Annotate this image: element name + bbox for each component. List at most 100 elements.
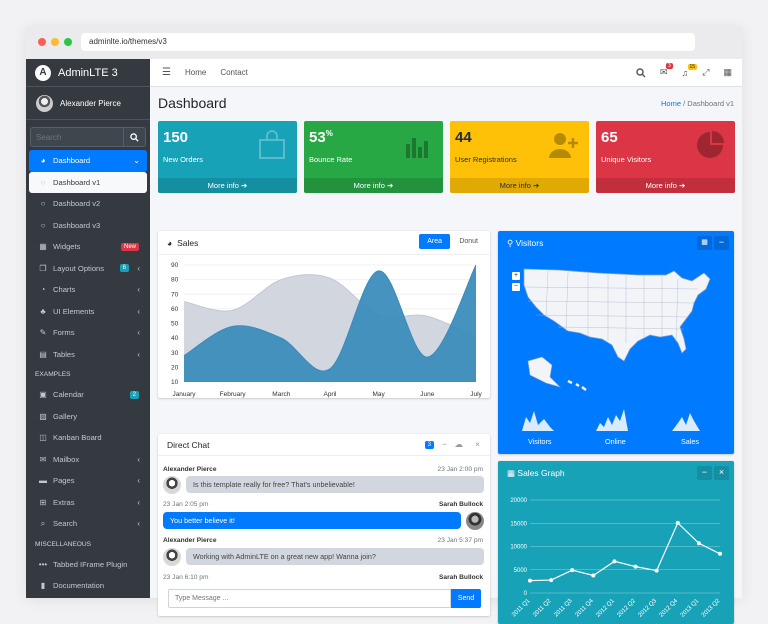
sidebar-item-gallery[interactable]: ▨ Gallery — [29, 406, 147, 428]
book-icon: ▬ — [39, 476, 47, 486]
hamburger-icon[interactable]: ☰ — [162, 67, 171, 78]
minus-icon[interactable]: − — [714, 236, 729, 250]
sidebar-item-dashboard[interactable]: ◕ Dashboard ⌄ — [29, 150, 147, 172]
sidebar-item-tables[interactable]: ▤ Tables ‹ — [29, 344, 147, 366]
new-badge: New — [120, 242, 139, 251]
address-bar[interactable]: adminlte.io/themes/v3 — [81, 33, 695, 51]
chat-avatar — [163, 548, 181, 566]
data-point — [696, 541, 701, 546]
minus-icon[interactable]: − — [697, 466, 712, 480]
th-grid-icon: ▦ — [39, 242, 47, 252]
sidebar-item-mailbox[interactable]: ✉ Mailbox ‹ — [29, 449, 147, 471]
pie-chart-icon: ◕ — [167, 237, 173, 248]
x-tick-label: 2011 Q4 — [575, 598, 596, 619]
data-point — [718, 551, 722, 556]
card-title: Visitors — [515, 238, 544, 248]
send-button[interactable]: Send — [451, 589, 481, 608]
chevron-left-icon: ‹ — [137, 328, 140, 338]
count-badge: 6 — [119, 264, 129, 273]
sales-stat-label: Sales — [681, 437, 699, 446]
breadcrumb-home[interactable]: Home — [661, 99, 682, 108]
chat-avatar — [466, 512, 484, 530]
browser-window: adminlte.io/themes/v3 A AdminLTE 3 Alexa… — [26, 26, 742, 624]
box-value: 53% — [309, 129, 333, 146]
zoom-out-icon[interactable]: − — [512, 283, 520, 291]
content-wrapper: Dashboard Home / Dashboard v1 150 New Or… — [150, 87, 742, 624]
minus-icon[interactable]: − — [442, 439, 447, 449]
sidebar-item-kanban-board[interactable]: ◫ Kanban Board — [29, 427, 147, 449]
box-value: 150 — [163, 129, 189, 146]
circle-icon: ○ — [40, 177, 46, 187]
sidebar-item-extras[interactable]: ⊞ Extras ‹ — [29, 492, 147, 514]
brand-name: AdminLTE 3 — [58, 66, 118, 79]
circle-icon: ○ — [40, 220, 46, 230]
sidebar-search-button[interactable] — [123, 128, 145, 146]
expand-icon[interactable]: ⤢ — [702, 67, 710, 77]
examples-header: EXAMPLES — [35, 371, 71, 378]
more-info-link[interactable]: More info ➔ — [304, 178, 443, 193]
data-point — [528, 578, 532, 583]
sidebar-item-documentation[interactable]: ▮ Documentation — [29, 575, 147, 597]
x-tick-label: March — [272, 391, 290, 398]
zoom-in-icon[interactable]: + — [512, 272, 520, 280]
table-icon: ▤ — [39, 349, 47, 359]
sidebar-item-label: Layout Options — [53, 263, 105, 273]
bell-icon[interactable]: ♫ 15 — [681, 63, 698, 78]
calendar-icon[interactable]: ▦ — [697, 236, 712, 250]
messages-icon[interactable]: ✉ 3 — [659, 63, 673, 77]
sidebar-item-dashboard-v2[interactable]: ○ Dashboard v2 — [29, 193, 147, 215]
box-value: 65 — [601, 129, 618, 146]
nav-contact-link[interactable]: Contact — [220, 68, 248, 77]
x-tick-label: July — [470, 391, 482, 398]
sidebar-item-label: Calendar — [53, 390, 84, 400]
card-header: Direct Chat 3 − ☁ × — [158, 434, 490, 456]
sidebar-item-pages[interactable]: ▬ Pages ‹ — [29, 470, 147, 492]
x-tick-label: 2013 Q1 — [680, 598, 701, 619]
chevron-left-icon: ‹ — [137, 349, 140, 359]
sidebar-item-tabbed-iframe[interactable]: ••• Tabbed IFrame Plugin — [29, 554, 147, 576]
more-info-link[interactable]: More info ➔ — [596, 178, 735, 193]
adminlte-logo-icon: A — [35, 64, 51, 81]
nav-home-link[interactable]: Home — [184, 68, 207, 77]
sidebar-item-layout-options[interactable]: ❐ Layout Options 6 ‹ — [29, 258, 147, 280]
chat-message-input[interactable] — [168, 589, 451, 608]
sidebar-item-label: Gallery — [53, 411, 78, 421]
arrow-circle-right-icon: ➔ — [387, 181, 394, 190]
minimize-dot[interactable] — [51, 38, 59, 46]
search-icon[interactable] — [636, 67, 646, 78]
box-label: User Registrations — [455, 155, 517, 164]
close-icon[interactable]: × — [714, 466, 729, 480]
chat-msg-name: Sarah Bullock — [439, 574, 483, 581]
y-tick-label: 20000 — [510, 498, 527, 504]
close-icon[interactable]: × — [475, 439, 480, 449]
y-tick-label: 30 — [171, 350, 179, 357]
sidebar-item-widgets[interactable]: ▦ Widgets New — [29, 236, 147, 258]
shopping-bag-icon — [257, 130, 287, 168]
tab-donut[interactable]: Donut — [459, 238, 478, 245]
user-panel[interactable]: Alexander Pierce — [26, 87, 150, 120]
more-info-link[interactable]: More info ➔ — [158, 178, 297, 193]
card-header: ▦ Sales Graph — [507, 468, 565, 479]
y-tick-label: 15000 — [510, 521, 527, 527]
sidebar-item-ui-elements[interactable]: ♣ UI Elements ‹ — [29, 301, 147, 323]
sidebar-search-input[interactable] — [31, 132, 123, 142]
sidebar-item-label: Dashboard v2 — [53, 199, 101, 209]
comments-icon[interactable]: ☁ — [454, 439, 464, 449]
brand-link[interactable]: A AdminLTE 3 — [26, 59, 150, 87]
maximize-dot[interactable] — [64, 38, 72, 46]
sidebar-item-dashboard-v3[interactable]: ○ Dashboard v3 — [29, 215, 147, 237]
chevron-left-icon: ‹ — [137, 497, 140, 507]
more-info-link[interactable]: More info ➔ — [450, 178, 589, 193]
sidebar-item-forms[interactable]: ✎ Forms ‹ — [29, 322, 147, 344]
sidebar-item-search[interactable]: ⌕ Search ‹ — [29, 513, 147, 535]
sidebar-item-charts[interactable]: ◔ Charts ‹ — [29, 279, 147, 301]
sidebar-search — [30, 127, 146, 147]
visitors-stat-label: Visitors — [528, 437, 552, 446]
usa-mainland-shape — [523, 268, 711, 362]
close-dot[interactable] — [38, 38, 46, 46]
grid-icon[interactable]: ▦ — [723, 67, 732, 77]
tab-area[interactable]: Area — [419, 234, 450, 249]
direct-chat-card: Direct Chat 3 − ☁ × Alexander Pierce 23 … — [158, 434, 490, 616]
sidebar-item-calendar[interactable]: ▣ Calendar 2 — [29, 384, 147, 406]
sidebar-item-dashboard-v1[interactable]: ○ Dashboard v1 — [29, 171, 147, 193]
